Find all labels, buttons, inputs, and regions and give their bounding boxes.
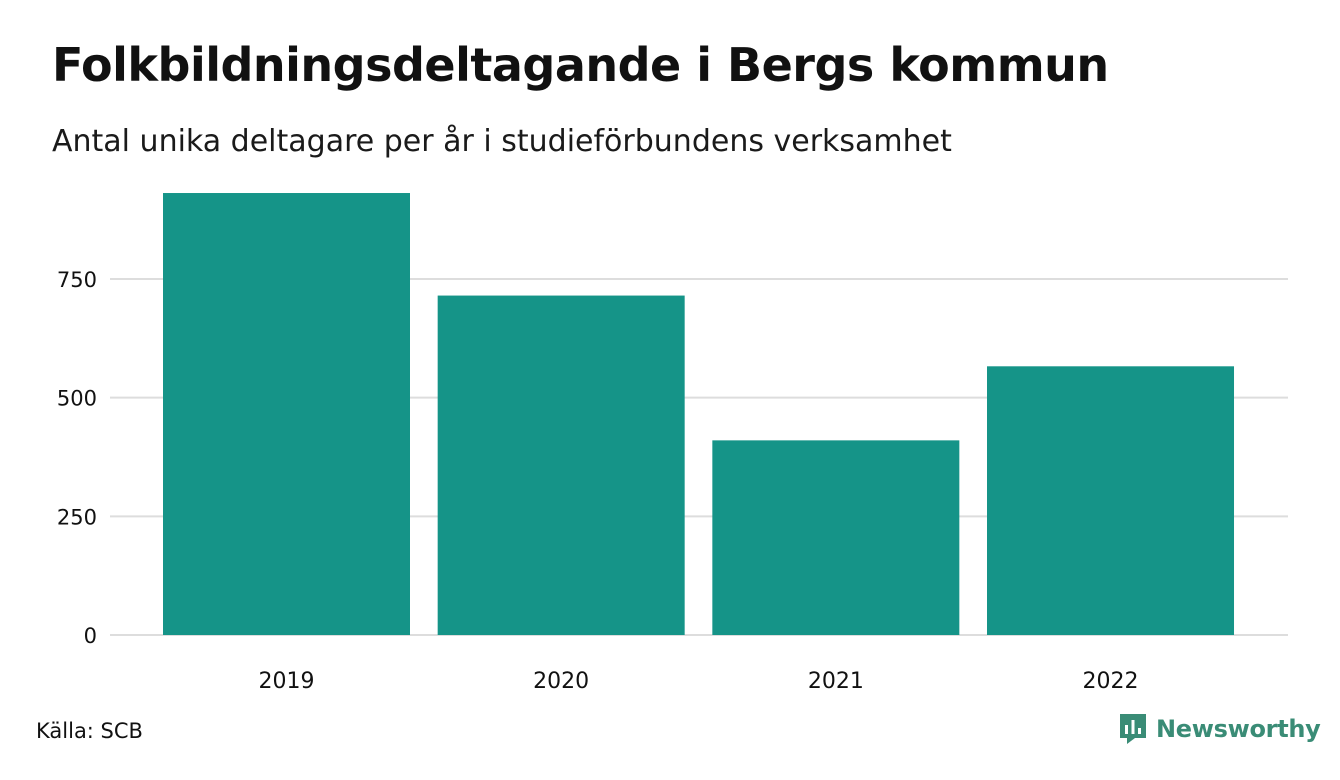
chart-title: Folkbildningsdeltagande i Bergs kommun (52, 38, 1109, 92)
y-tick-label: 500 (57, 387, 97, 411)
y-tick-label: 750 (57, 268, 97, 292)
source-label: Källa: SCB (36, 719, 143, 743)
bar-2022 (987, 366, 1235, 635)
brand-name: Newsworthy (1156, 715, 1321, 743)
newsworthy-logo-icon (1120, 714, 1146, 744)
x-tick-label: 2022 (1083, 669, 1139, 694)
x-tick-label: 2021 (808, 669, 864, 694)
y-tick-label: 250 (57, 505, 97, 529)
bar-2019 (163, 193, 410, 635)
x-axis-ticks: 2019 2020 2021 2022 (259, 669, 1139, 694)
x-tick-label: 2020 (533, 669, 589, 694)
bar-2020 (437, 295, 685, 635)
newsworthy-logo: Newsworthy (1118, 712, 1321, 746)
bars (163, 193, 1235, 635)
bar-2021 (712, 440, 960, 635)
chart-subtitle: Antal unika deltagare per år i studieför… (52, 124, 952, 159)
y-axis-ticks: 0 250 500 750 (57, 268, 97, 648)
y-tick-label: 0 (84, 624, 97, 648)
x-tick-label: 2019 (259, 669, 315, 694)
